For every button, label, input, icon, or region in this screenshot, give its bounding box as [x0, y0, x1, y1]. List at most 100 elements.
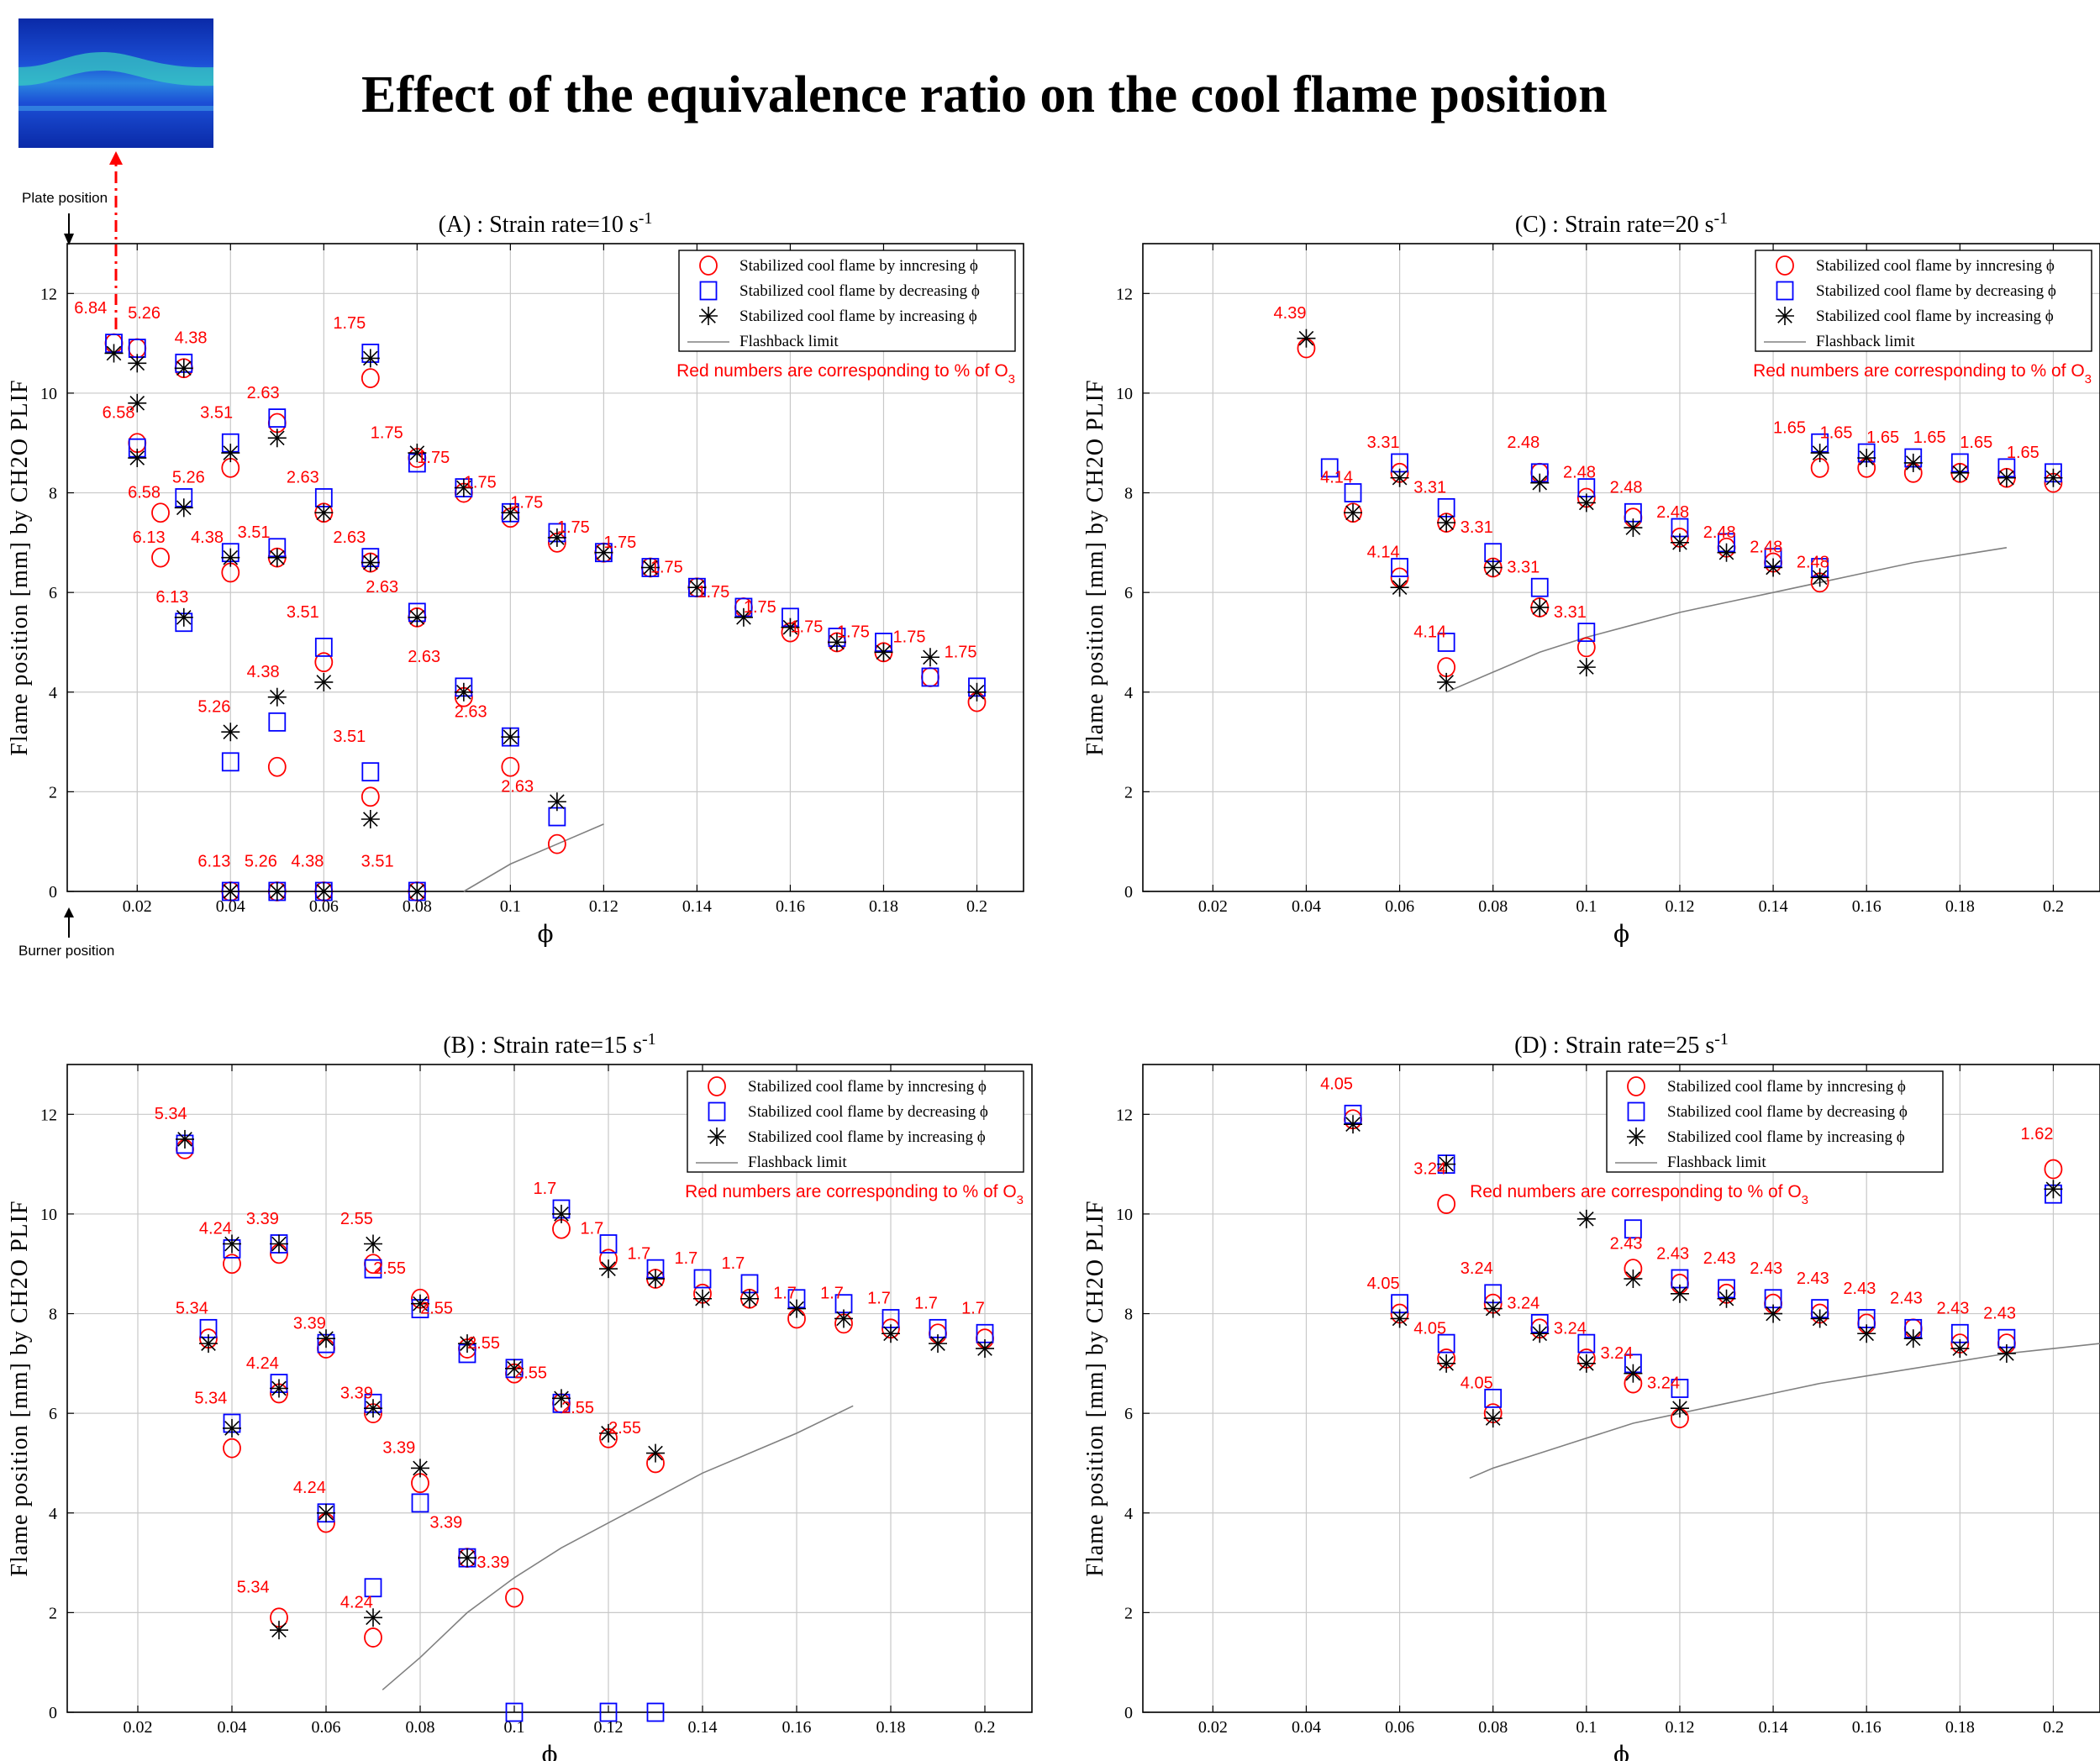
data-point-square — [314, 637, 333, 657]
data-point-star — [1483, 558, 1503, 577]
y-tick-label: 6 — [49, 1405, 57, 1423]
star-stroke — [2045, 1181, 2061, 1197]
o3-percent-label: 1.75 — [464, 474, 497, 492]
x-tick-label: 0.04 — [218, 1718, 247, 1737]
o3-percent-label: 2.43 — [1983, 1304, 2016, 1322]
x-tick-label: 0.06 — [1385, 1718, 1414, 1737]
data-point-star — [221, 723, 240, 742]
star-stroke — [460, 1336, 475, 1351]
y-tick-label: 10 — [40, 385, 57, 403]
star-stroke — [366, 1236, 381, 1252]
data-point-star — [221, 882, 240, 901]
star-stroke — [318, 1505, 334, 1521]
o3-percent-label: 3.24 — [1647, 1375, 1680, 1393]
star-stroke — [223, 884, 239, 899]
star-stroke — [1672, 1285, 1687, 1301]
y-tick-label: 0 — [49, 883, 57, 902]
data-point-star — [1764, 1304, 1783, 1323]
o3-percent-label: 3.24 — [1600, 1344, 1633, 1363]
burner-position-label: Burner position — [18, 943, 115, 959]
y-tick-label: 10 — [1116, 1206, 1133, 1224]
x-tick-label: 0.02 — [124, 1718, 153, 1737]
legend-label: Stabilized cool flame by decreasing ϕ — [739, 282, 980, 300]
o3-percent-label: 1.62 — [2021, 1125, 2054, 1143]
y-tick-label: 10 — [1116, 385, 1133, 403]
data-point-circle — [223, 1254, 241, 1275]
legend-swatch-circle — [708, 1076, 726, 1096]
data-point-star — [827, 633, 846, 652]
o3-percent-label: 1.75 — [333, 314, 366, 333]
x-tick-label: 0.18 — [876, 1718, 906, 1737]
data-point-star — [1950, 463, 1970, 482]
star-stroke — [601, 1261, 616, 1276]
legend-box — [1606, 1070, 1944, 1173]
o3-percent-label: 2.48 — [1797, 554, 1829, 572]
o3-percent-label: 2.55 — [514, 1364, 547, 1383]
o3-percent-label: 5.26 — [172, 469, 205, 487]
y-tick-label: 8 — [1124, 1306, 1133, 1324]
o3-percent-label: 1.7 — [580, 1220, 603, 1238]
o3-percent-label: 3.39 — [476, 1553, 509, 1572]
y-tick-label: 0 — [49, 1704, 57, 1722]
y-tick-label: 6 — [49, 584, 57, 602]
star-stroke — [1766, 1306, 1781, 1322]
star-stroke — [223, 724, 239, 740]
star-stroke — [1579, 1212, 1594, 1227]
o3-percent-label: 1.7 — [820, 1285, 844, 1303]
data-point-circle — [151, 547, 170, 568]
star-stroke — [316, 675, 332, 690]
legend-swatch-star — [699, 307, 718, 325]
chart-c: 0.02 0.04 0.06 0.08 0.1 0.12 0.14 0.16 0.18 0.2 0 2… — [1082, 209, 2100, 948]
data-point-star — [1810, 1309, 1829, 1328]
star-stroke — [2045, 470, 2061, 486]
data-point-star — [1390, 1309, 1409, 1328]
star-stroke — [554, 1390, 569, 1406]
star-stroke — [316, 884, 332, 899]
plate-position-label: Plate position — [22, 190, 108, 206]
data-point-star — [267, 687, 287, 707]
legend-label: Flashback limit — [1667, 1154, 1766, 1171]
o3-percent-label: 4.05 — [1413, 1319, 1446, 1338]
star-stroke — [1439, 675, 1454, 690]
y-tick-label: 12 — [40, 1106, 57, 1124]
star-stroke — [1625, 1271, 1641, 1286]
x-tick-label: 0.02 — [123, 897, 152, 916]
star-stroke — [223, 549, 239, 565]
legend-swatch-square — [1776, 281, 1794, 301]
data-point-star — [1670, 533, 1689, 552]
data-point-star — [408, 882, 427, 901]
o3-percent-label: 2.48 — [1656, 503, 1689, 522]
star-stroke — [363, 555, 378, 570]
data-point-star — [454, 478, 473, 497]
data-point-star — [364, 1234, 382, 1254]
star-stroke — [829, 634, 845, 650]
o3-percent-label: 3.39 — [429, 1514, 462, 1532]
y-axis-label: Flame position [mm] by CH2O PLIF — [7, 1200, 33, 1576]
o3-percent-label: 1.75 — [697, 583, 729, 602]
star-stroke — [409, 445, 425, 460]
data-point-star — [1670, 1284, 1689, 1303]
o3-percent-label: 2.43 — [1843, 1280, 1876, 1298]
data-point-star — [314, 672, 334, 691]
o3-percent-label: 3.39 — [293, 1314, 326, 1333]
o3-percent-label: 1.75 — [650, 558, 683, 576]
o3-percent-label: 1.65 — [1913, 428, 1946, 447]
x-tick-label: 0.08 — [406, 1718, 435, 1737]
x-tick-label: 0.1 — [500, 897, 521, 916]
star-stroke — [977, 1341, 992, 1356]
star-stroke — [1859, 1326, 1875, 1342]
data-point-circle — [505, 1587, 524, 1608]
x-tick-label: 0.12 — [1665, 897, 1694, 916]
star-stroke — [701, 308, 716, 323]
series-square — [1320, 433, 2062, 652]
x-tick-label: 0.18 — [1945, 1718, 1975, 1737]
star-stroke — [409, 609, 425, 625]
x-tick-label: 0.16 — [776, 897, 805, 916]
y-tick-label: 10 — [40, 1206, 57, 1224]
o3-percent-label: 2.55 — [467, 1334, 500, 1353]
y-tick-label: 2 — [1124, 783, 1133, 802]
star-stroke — [1766, 560, 1781, 576]
star-stroke — [1625, 520, 1641, 535]
data-point-star — [1717, 543, 1736, 562]
data-point-star — [223, 1418, 241, 1438]
